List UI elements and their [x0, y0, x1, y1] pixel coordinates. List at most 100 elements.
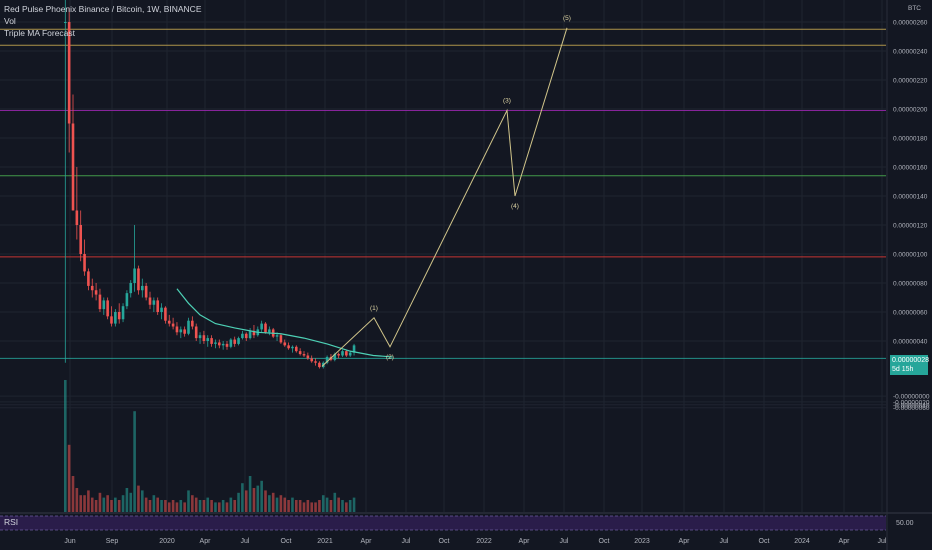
volume-bar [252, 488, 256, 512]
x-tick-label: Apr [200, 538, 212, 545]
volume-bar [156, 497, 159, 512]
wave-label: (3) [503, 97, 511, 104]
y-tick-label: 0.00000160 [893, 165, 928, 172]
volume-bar [275, 497, 279, 512]
volume-bar [179, 500, 183, 512]
volume-bar [198, 500, 202, 512]
y-tick-label: -0.00000020 [893, 399, 930, 406]
candle-body [333, 354, 337, 360]
volume-bar [321, 495, 325, 512]
volume-bar [121, 495, 125, 512]
x-tick-label: Jul [560, 538, 569, 545]
volume-bar [329, 500, 333, 512]
x-tick-label: Apr [519, 538, 531, 545]
x-tick-label: 2022 [476, 538, 492, 545]
volume-bar [87, 490, 90, 512]
candle-body [129, 283, 133, 294]
volume-bar [183, 502, 186, 512]
candle-body [221, 343, 225, 346]
candle-body [133, 268, 136, 283]
candle-body [302, 354, 306, 356]
x-tick-label: Apr [839, 538, 851, 545]
candle-body [291, 346, 294, 349]
candle-body [283, 342, 287, 346]
volume-bar [144, 497, 148, 512]
x-tick-label: Jul [241, 538, 250, 545]
volume-bar [79, 495, 82, 512]
candle-body [156, 300, 159, 312]
volume-bar [218, 502, 221, 512]
wave-label: (4) [511, 203, 519, 210]
volume-bar [264, 490, 267, 512]
candle-body [229, 339, 233, 347]
price-axis[interactable]: 0.00000260 0.00000240 0.00000220 0.00000200… [886, 0, 930, 550]
candle-body [79, 225, 82, 254]
y-tick-label: 0.00000220 [893, 78, 928, 85]
volume-bar [260, 480, 263, 512]
volume-bar [206, 497, 210, 512]
candle-body [183, 329, 186, 334]
candle-body [71, 123, 75, 211]
volume-bar [148, 500, 152, 512]
volume-bar [98, 492, 102, 512]
chart-legend: Red Pulse Phoenix Binance / Bitcoin, 1W,… [4, 3, 201, 39]
y-tick-label: 0.00000240 [893, 49, 928, 56]
volume-bar [114, 497, 117, 512]
x-tick-label: Jul [720, 538, 729, 545]
volume-bar [237, 492, 240, 512]
volume-bar [110, 500, 113, 512]
candle-body [337, 354, 340, 356]
elliott-wave: (1) (2) (3) (4) (5) [321, 15, 571, 367]
current-price-tag: 0.00000028 5d 15h [890, 355, 929, 375]
volume-bar [129, 492, 133, 512]
candle-body [287, 345, 290, 349]
volume-bar [221, 500, 225, 512]
x-tick-label: Apr [361, 538, 373, 545]
volume-bar [268, 495, 271, 512]
time-axis[interactable]: Jun Sep 2020 Apr Jul Oct 2021 Apr Jul Oct 2022 Apr J… [64, 538, 887, 545]
rsi-pane [0, 512, 932, 531]
volume-bar [83, 495, 86, 512]
volume-bar [244, 490, 248, 512]
volume-bar [306, 500, 310, 512]
wave-label: (5) [563, 15, 571, 22]
volume-bar [194, 497, 198, 512]
volume-bar [167, 502, 171, 512]
x-tick-label: Apr [679, 538, 691, 545]
volume-bar [337, 497, 340, 512]
volume-bar [152, 495, 156, 512]
x-tick-label: Jun [64, 538, 75, 545]
x-tick-label: 2024 [794, 538, 810, 545]
candle-body [191, 320, 194, 327]
candle-body [144, 285, 148, 298]
candle-body [75, 210, 79, 225]
y-tick-label: 0.00000060 [893, 310, 928, 317]
candle-body [202, 335, 206, 341]
candle-body [106, 300, 109, 317]
y-tick-label: 0.00000260 [893, 20, 928, 27]
candle-body [244, 333, 248, 339]
volume-bar [175, 502, 179, 512]
candle-body [268, 329, 271, 333]
volume-bar [333, 492, 337, 512]
candle-body [279, 335, 283, 343]
candle-body [310, 358, 313, 362]
candle-body [67, 22, 71, 124]
candle-body [241, 333, 244, 339]
candle-body [345, 351, 348, 356]
volume-bar [352, 497, 356, 512]
candlesticks [64, 0, 356, 369]
volume-bar [310, 502, 313, 512]
candle-body [298, 351, 302, 355]
candle-body [64, 22, 67, 23]
candle-body [318, 362, 321, 368]
volume-bar [345, 502, 348, 512]
volume-bar [67, 444, 71, 512]
candle-body [260, 323, 263, 330]
volume-bar [229, 497, 233, 512]
x-tick-label: Oct [281, 538, 292, 545]
volume-bar [64, 380, 67, 512]
wave-label: (2) [386, 354, 394, 361]
